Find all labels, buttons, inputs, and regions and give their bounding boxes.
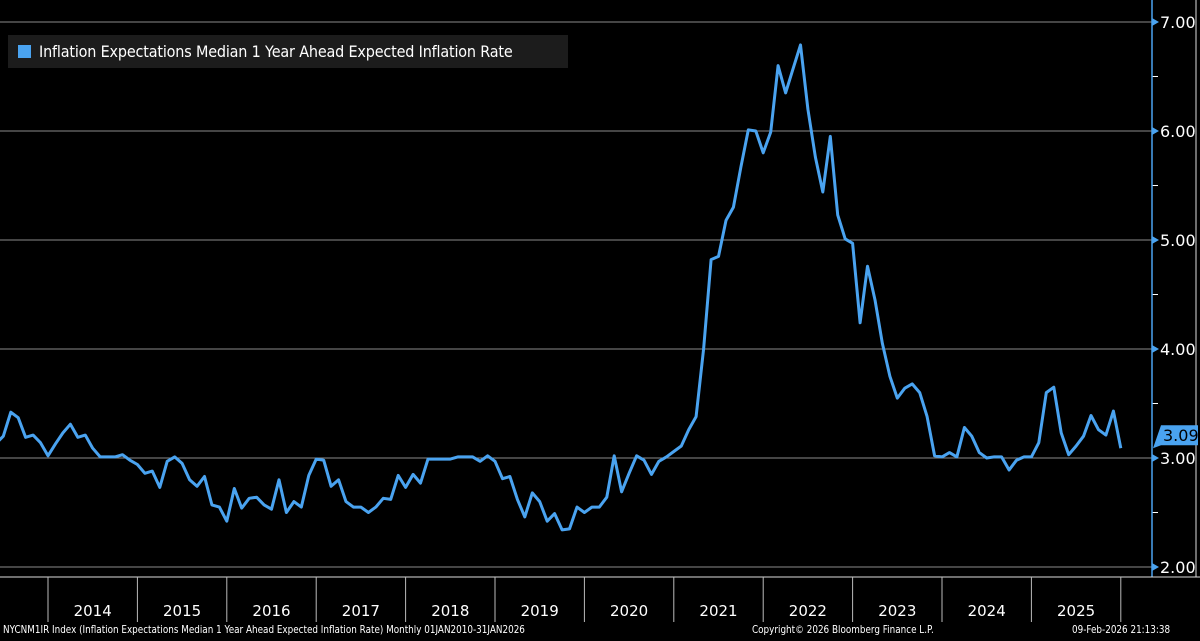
tick-arrow [1152, 236, 1159, 244]
y-tick-label: 5.00 [1160, 231, 1196, 250]
legend-swatch [18, 45, 31, 58]
x-tick-label: 2024 [968, 602, 1006, 620]
x-tick-label: 2023 [878, 602, 916, 620]
y-tick-label: 2.00 [1160, 558, 1196, 577]
footer-source: NYCNM1IR Index (Inflation Expectations M… [3, 624, 525, 636]
tick-arrow [1152, 18, 1159, 26]
x-tick-label: 2020 [610, 602, 648, 620]
x-tick-label: 2022 [789, 602, 827, 620]
series-line [0, 43, 1123, 532]
tick-labels: 2.00 3.00 4.00 5.00 6.00 7.00 2014 2015 2016 2017… [74, 13, 1199, 620]
x-tick-label: 2017 [342, 602, 380, 620]
y-tick-label: 6.00 [1160, 122, 1196, 141]
gridlines [0, 21, 1152, 568]
x-tick-label: 2018 [431, 602, 469, 620]
tick-arrow [1152, 127, 1159, 135]
y-tick-label: 7.00 [1160, 13, 1196, 32]
tick-arrow [1152, 345, 1159, 353]
footer-timestamp: 09-Feb-2026 21:13:38 [1072, 624, 1171, 636]
last-value-tag [1153, 425, 1198, 449]
footer-copyright: Copyright© 2026 Bloomberg Finance L.P. [752, 624, 934, 636]
tick-arrow [1152, 454, 1159, 462]
y-tick-label: 4.00 [1160, 340, 1196, 359]
last-value-label: 3.09 [1163, 426, 1199, 445]
axes [0, 0, 1200, 622]
x-tick-label: 2021 [699, 602, 737, 620]
x-tick-label: 2019 [521, 602, 559, 620]
tick-arrow [1152, 563, 1159, 571]
x-tick-label: 2014 [74, 602, 112, 620]
x-tick-label: 2015 [163, 602, 201, 620]
x-tick-label: 2016 [252, 602, 290, 620]
y-tick-label: 3.00 [1160, 449, 1196, 468]
legend-label: Inflation Expectations Median 1 Year Ahe… [39, 42, 513, 61]
legend: Inflation Expectations Median 1 Year Ahe… [8, 35, 568, 68]
series-layer [0, 43, 1123, 532]
x-tick-label: 2025 [1057, 602, 1095, 620]
